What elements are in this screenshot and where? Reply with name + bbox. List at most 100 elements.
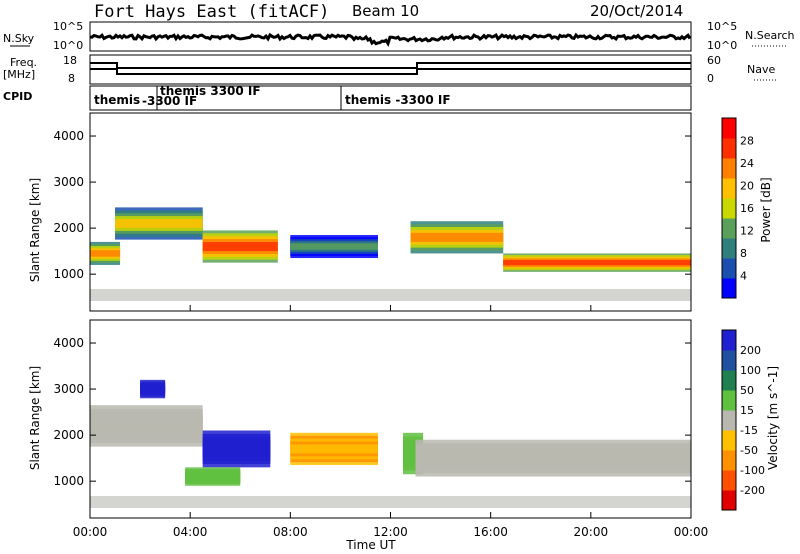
y-tick-label: 1000: [53, 267, 84, 281]
power-y-axis: 4000 3000 2000 1000: [53, 129, 691, 281]
x-tick-label: 00:00: [674, 525, 709, 539]
velocity-colorbar-tick: -50: [740, 444, 758, 457]
velocity-panel: 4000 3000 2000 1000 Slant Range [km] 200 100…: [28, 319, 780, 519]
freq-tick-top: 18: [63, 54, 77, 67]
power-panel: 4000 3000 2000 1000 Slant Range [km] 28 24 20…: [28, 112, 773, 312]
y-tick-label: 4000: [53, 129, 84, 143]
date-title: 20/Oct/2014: [590, 2, 683, 20]
power-colorbar-tick: 20: [740, 180, 754, 193]
x-tick-label: 08:00: [273, 525, 308, 539]
station-title: Fort Hays East (fitACF): [94, 2, 329, 22]
power-colorbar-frame: [721, 117, 737, 299]
velocity-colorbar-tick: -100: [740, 464, 765, 477]
velocity-region: [415, 452, 691, 464]
power-colorbar: 28 24 20 16 12 8 4: [721, 117, 754, 299]
velocity-colorbar-swatch: [722, 350, 736, 371]
freq-panel: Freq. [MHz] 18 8 60 0 Nave: [3, 54, 778, 85]
velocity-colorbar-tick: -200: [740, 484, 765, 497]
freq-unit: [MHz]: [3, 68, 35, 81]
velocity-colorbar-swatch: [722, 370, 736, 391]
velocity-colorbar-frame: [721, 329, 737, 511]
velocity-colorbar-tick: -15: [740, 424, 758, 437]
x-axis-label: Time UT: [345, 538, 396, 552]
cpid-label: CPID: [3, 90, 32, 103]
power-colorbar-tick: 4: [740, 270, 747, 283]
y-tick-label: 2000: [53, 428, 84, 442]
power-ylabel: Slant Range [km]: [28, 178, 42, 282]
power-colorbar-swatch: [722, 118, 736, 139]
power-colorbar-swatch: [722, 138, 736, 159]
cpid-panel: CPID themis themis 3300 IF -3300 IF them…: [3, 84, 692, 111]
velocity-colorbar: 200 100 50 15 -15 -50 -100 -200: [721, 329, 765, 511]
velocity-region: [90, 420, 203, 432]
time-x-axis: 00:00 04:00 08:00 12:00 16:00 20:00 00:00: [73, 305, 709, 539]
cpid-segment-4: themis -3300 IF: [345, 93, 451, 107]
cpid-segment-3: -3300 IF: [142, 94, 197, 108]
power-colorbar-swatch: [722, 258, 736, 279]
velocity-region: [140, 386, 166, 392]
freq-label: Freq.: [10, 56, 37, 69]
nsky-label: N.Sky: [3, 32, 35, 45]
y-tick-label: 2000: [53, 221, 84, 235]
velocity-colorbar-tick: 100: [740, 364, 761, 377]
freq-tick-bottom: 8: [68, 72, 75, 85]
y-tick-label: 1000: [53, 474, 84, 488]
power-colorbar-swatch: [722, 178, 736, 199]
velocity-region: [403, 447, 424, 460]
velocity-y-axis: 4000 3000 2000 1000: [53, 336, 691, 488]
power-colorbar-label: Power [dB]: [759, 177, 773, 242]
nsearch-tick-top: 10^5: [707, 20, 737, 33]
nsearch-tick-bottom: 10^0: [707, 39, 737, 52]
cpid-segment-1: themis: [94, 93, 140, 107]
power-band: [290, 243, 378, 250]
power-band: [115, 218, 203, 229]
power-colorbar-tick: 16: [740, 202, 754, 215]
x-tick-label: 16:00: [473, 525, 508, 539]
velocity-colorbar-label: Velocity [m s^-1]: [766, 366, 780, 470]
x-tick-label: 00:00: [73, 525, 108, 539]
power-band: [410, 232, 504, 242]
power-colorbar-swatch: [722, 198, 736, 219]
velocity-colorbar-swatch: [722, 390, 736, 411]
power-band: [503, 260, 691, 266]
nsky-tick-bottom: 10^0: [53, 39, 83, 52]
velocity-colorbar-swatch: [722, 490, 736, 511]
nsky-tick-top: 10^5: [53, 20, 83, 33]
power-colorbar-swatch: [722, 238, 736, 259]
power-colorbar-swatch: [722, 158, 736, 179]
power-colorbar-swatch: [722, 218, 736, 239]
nsearch-label: N.Search: [745, 29, 795, 42]
velocity-region: [202, 443, 271, 455]
velocity-region-ground-strip: [90, 496, 691, 508]
power-colorbar-tick: 12: [740, 225, 754, 238]
x-tick-label: 04:00: [173, 525, 208, 539]
power-colorbar-tick: 24: [740, 157, 754, 170]
y-tick-label: 3000: [53, 382, 84, 396]
velocity-ylabel: Slant Range [km]: [28, 366, 42, 470]
velocity-heatmap: [90, 379, 691, 508]
nave-trace: [90, 68, 691, 75]
velocity-colorbar-tick: 200: [740, 344, 761, 357]
power-colorbar-swatch: [722, 278, 736, 299]
power-band-ground-strip: [90, 289, 691, 301]
nave-label: Nave: [747, 63, 775, 76]
power-band: [90, 250, 121, 257]
nave-tick-bottom: 0: [707, 72, 714, 85]
y-tick-label: 3000: [53, 175, 84, 189]
power-colorbar-tick: 8: [740, 247, 747, 260]
nsky-panel: N.Sky 10^5 10^0 10^5 10^0 N.Search: [3, 20, 795, 52]
nsky-trace: [89, 32, 692, 48]
beam-title: Beam 10: [352, 2, 419, 20]
velocity-colorbar-swatch: [722, 330, 736, 351]
power-heatmap: [90, 207, 691, 301]
nave-tick-top: 60: [707, 54, 721, 67]
cpid-segment-2: themis 3300 IF: [160, 84, 261, 98]
velocity-colorbar-tick: 50: [740, 384, 754, 397]
y-tick-label: 4000: [53, 336, 84, 350]
power-colorbar-tick: 28: [740, 135, 754, 148]
x-tick-label: 20:00: [574, 525, 609, 539]
velocity-region: [290, 444, 378, 454]
velocity-colorbar-swatch: [722, 410, 736, 431]
velocity-colorbar-swatch: [722, 470, 736, 491]
